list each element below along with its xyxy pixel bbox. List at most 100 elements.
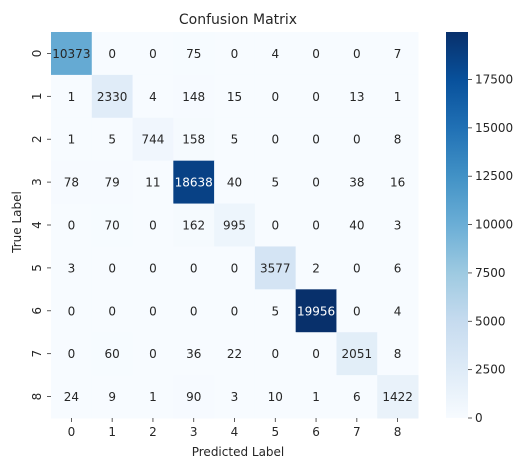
heatmap-cell-r3-c2: [132, 160, 174, 205]
cell-value-r5-c4: 0: [231, 261, 239, 275]
heatmap-cell-r0-c0: [51, 32, 93, 76]
y-tick-label-7: 7: [30, 350, 44, 358]
heatmap-cell-r0-c2: [132, 32, 174, 76]
heatmap-cell-r2-c8: [377, 117, 419, 162]
y-tick-label-0: 0: [30, 50, 44, 58]
y-axis-ticks: 0 1 2 3 4 5 6 7 8: [30, 50, 51, 400]
cell-value-r3-c2: 11: [145, 176, 160, 190]
heatmap-cell-r6-c4: [214, 289, 256, 333]
x-tick-label-7: 7: [353, 425, 361, 439]
cell-value-r8-c8: 1422: [382, 390, 413, 404]
heatmap-cell-r5-c7: [336, 246, 378, 290]
colorbar-tick-label-1: 2500: [475, 363, 506, 377]
cell-value-r5-c3: 0: [190, 261, 198, 275]
cell-value-r8-c2: 1: [149, 390, 157, 404]
chart-title: Confusion Matrix: [179, 12, 297, 28]
x-tick-label-1: 1: [108, 425, 116, 439]
heatmap-cell-r8-c6: [295, 375, 337, 419]
heatmap-cell-r6-c0: [51, 289, 93, 333]
cell-value-r3-c4: 40: [227, 176, 242, 190]
heatmap-cell-r0-c3: [173, 32, 215, 76]
heatmap-cell-r3-c1: [91, 160, 134, 205]
cell-value-r2-c0: 1: [68, 133, 76, 147]
heatmap-cell-r7-c1: [91, 332, 134, 376]
y-axis-label: True Label: [10, 191, 24, 254]
heatmap-cell-r2-c7: [336, 117, 378, 162]
heatmap-cell-r7-c2: [132, 332, 174, 376]
cell-value-r6-c4: 0: [231, 304, 239, 318]
heatmap-cell-r1-c5: [254, 74, 297, 119]
cell-value-r8-c5: 10: [268, 390, 283, 404]
cell-value-r0-c1: 0: [108, 47, 116, 61]
heatmap-cell-r8-c4: [214, 375, 256, 419]
cell-value-r2-c5: 0: [271, 133, 279, 147]
cell-value-r7-c7: 2051: [342, 347, 373, 361]
cell-value-r6-c5: 5: [271, 304, 279, 318]
heatmap-cell-r7-c3: [173, 332, 215, 376]
cell-value-r3-c5: 5: [271, 176, 279, 190]
y-tick-label-3: 3: [30, 178, 44, 186]
cell-value-r1-c7: 13: [349, 90, 364, 104]
heatmap-cell-r5-c4: [214, 246, 256, 290]
cell-value-r5-c8: 6: [394, 261, 402, 275]
heatmap-cell-r7-c0: [51, 332, 93, 376]
cell-value-r7-c1: 60: [105, 347, 120, 361]
cell-value-r6-c0: 0: [68, 304, 76, 318]
colorbar-tick-label-4: 10000: [475, 218, 513, 232]
heatmap-cell-r6-c1: [91, 289, 134, 333]
heatmap-cell-r5-c3: [173, 246, 215, 290]
cell-value-r6-c7: 0: [353, 304, 361, 318]
cell-value-r2-c3: 158: [182, 133, 205, 147]
heatmap-cell-r6-c8: [377, 289, 419, 333]
heatmap-cell-r1-c0: [51, 74, 93, 119]
heatmap-cell-r3-c3: [173, 160, 215, 205]
cell-value-r2-c7: 0: [353, 133, 361, 147]
cell-value-r2-c1: 5: [108, 133, 116, 147]
heatmap-cells: [51, 32, 419, 419]
heatmap-cell-r8-c7: [336, 375, 378, 419]
cell-value-r3-c6: 0: [312, 176, 320, 190]
cell-value-r4-c3: 162: [182, 219, 205, 233]
cell-value-r1-c6: 0: [312, 90, 320, 104]
cell-value-r0-c3: 75: [186, 47, 201, 61]
heatmap-cell-r4-c1: [91, 203, 134, 247]
heatmap-cell-r2-c1: [91, 117, 134, 162]
colorbar-tick-label-2: 5000: [475, 314, 506, 328]
heatmap-cell-r3-c0: [51, 160, 93, 205]
heatmap-cell-r1-c4: [214, 74, 256, 119]
cell-value-r5-c6: 2: [312, 261, 320, 275]
y-tick-label-1: 1: [30, 93, 44, 101]
cell-value-r1-c1: 2330: [97, 90, 128, 104]
colorbar: [446, 32, 468, 418]
colorbar-tick-label-7: 17500: [475, 73, 513, 87]
heatmap-cell-r0-c7: [336, 32, 378, 76]
heatmap-cell-r5-c6: [295, 246, 337, 290]
cell-value-r0-c6: 0: [312, 47, 320, 61]
heatmap-cell-r4-c8: [377, 203, 419, 247]
heatmap-cell-r8-c0: [51, 375, 93, 419]
cell-value-r2-c6: 0: [312, 133, 320, 147]
cell-value-r5-c5: 3577: [260, 261, 291, 275]
heatmap-cell-r8-c2: [132, 375, 174, 419]
heatmap-cell-r4-c7: [336, 203, 378, 247]
heatmap-cell-r4-c2: [132, 203, 174, 247]
cell-value-r6-c2: 0: [149, 304, 157, 318]
heatmap-cell-r7-c4: [214, 332, 256, 376]
cell-value-r7-c6: 0: [312, 347, 320, 361]
x-tick-label-4: 4: [231, 425, 239, 439]
heatmap-cell-r4-c3: [173, 203, 215, 247]
heatmap-cell-r6-c7: [336, 289, 378, 333]
heatmap-cell-r4-c4: [214, 203, 256, 247]
cell-value-r6-c1: 0: [108, 304, 116, 318]
cell-value-r3-c8: 16: [390, 176, 405, 190]
heatmap-cell-r5-c8: [377, 246, 419, 290]
heatmap-cell-r4-c6: [295, 203, 337, 247]
heatmap-cell-r2-c6: [295, 117, 337, 162]
cell-value-r0-c8: 7: [394, 47, 402, 61]
cell-value-r5-c2: 0: [149, 261, 157, 275]
cell-value-r6-c6: 19956: [297, 304, 335, 318]
cell-value-r1-c0: 1: [68, 90, 76, 104]
cell-value-r3-c7: 38: [349, 176, 364, 190]
heatmap-cell-r3-c4: [214, 160, 256, 205]
